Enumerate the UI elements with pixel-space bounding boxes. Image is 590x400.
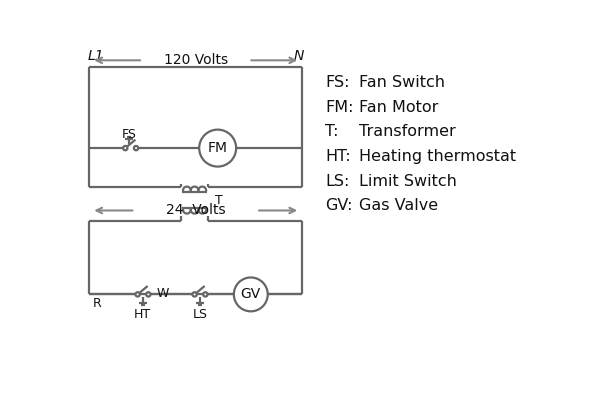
Text: FS:: FS: xyxy=(326,75,350,90)
Text: GV:: GV: xyxy=(326,198,353,213)
Text: Gas Valve: Gas Valve xyxy=(359,198,438,213)
Text: FM: FM xyxy=(208,141,228,155)
Text: LS:: LS: xyxy=(326,174,350,189)
Text: 120 Volts: 120 Volts xyxy=(163,53,228,67)
Circle shape xyxy=(123,146,127,150)
Text: T: T xyxy=(215,194,222,206)
Text: T:: T: xyxy=(326,124,339,140)
Circle shape xyxy=(136,292,140,296)
Text: N: N xyxy=(294,50,304,64)
Text: HT:: HT: xyxy=(326,149,351,164)
Text: Transformer: Transformer xyxy=(359,124,455,140)
Text: GV: GV xyxy=(241,287,261,302)
Text: W: W xyxy=(157,287,169,300)
Circle shape xyxy=(146,292,150,296)
Circle shape xyxy=(234,278,268,311)
Text: 24  Volts: 24 Volts xyxy=(166,204,225,218)
Text: R: R xyxy=(93,297,101,310)
Circle shape xyxy=(203,292,208,296)
Text: LS: LS xyxy=(192,308,208,321)
Text: FS: FS xyxy=(122,128,136,141)
Text: Fan Switch: Fan Switch xyxy=(359,75,445,90)
Text: L1: L1 xyxy=(87,50,104,64)
Circle shape xyxy=(134,146,138,150)
Circle shape xyxy=(199,130,236,166)
Text: FM:: FM: xyxy=(326,100,354,115)
Text: HT: HT xyxy=(134,308,151,321)
Text: Limit Switch: Limit Switch xyxy=(359,174,457,189)
Text: Fan Motor: Fan Motor xyxy=(359,100,438,115)
Circle shape xyxy=(192,292,196,296)
Text: Heating thermostat: Heating thermostat xyxy=(359,149,516,164)
